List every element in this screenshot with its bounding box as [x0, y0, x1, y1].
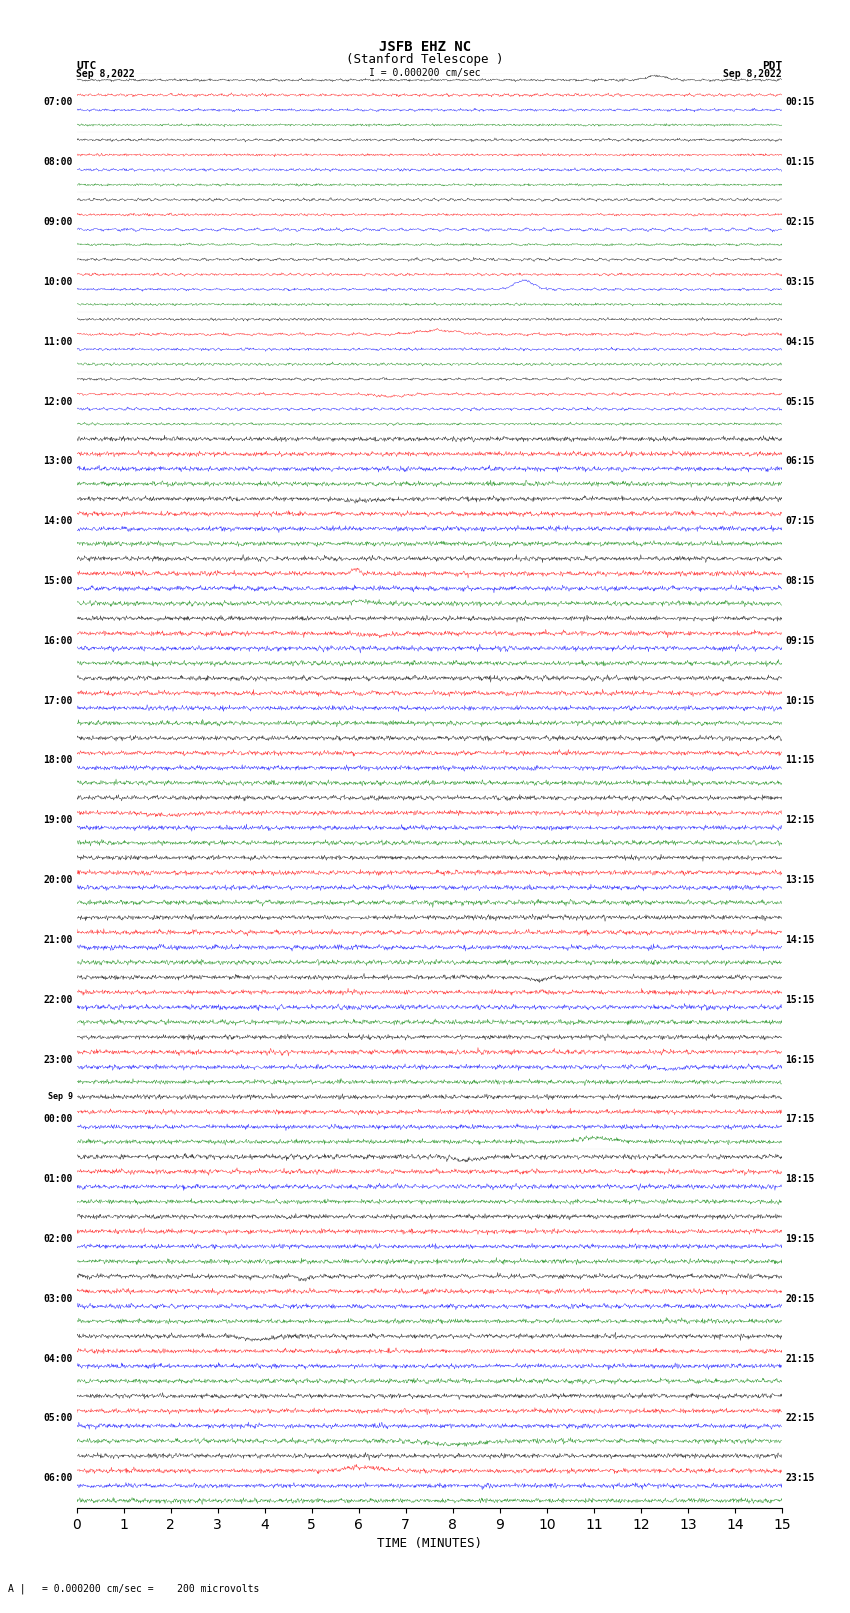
Text: 06:15: 06:15 — [785, 456, 815, 466]
Text: 13:15: 13:15 — [785, 876, 815, 886]
Text: 04:15: 04:15 — [785, 337, 815, 347]
Text: 19:15: 19:15 — [785, 1234, 815, 1244]
Text: 09:00: 09:00 — [43, 218, 72, 227]
Text: 21:15: 21:15 — [785, 1353, 815, 1363]
Text: 02:15: 02:15 — [785, 218, 815, 227]
Text: 01:00: 01:00 — [43, 1174, 72, 1184]
Text: 09:15: 09:15 — [785, 636, 815, 645]
Text: 10:15: 10:15 — [785, 695, 815, 705]
Text: 03:15: 03:15 — [785, 277, 815, 287]
Text: Sep 9: Sep 9 — [48, 1092, 72, 1102]
Text: 14:15: 14:15 — [785, 936, 815, 945]
Text: 12:00: 12:00 — [43, 397, 72, 406]
Text: 15:00: 15:00 — [43, 576, 72, 586]
Text: 17:00: 17:00 — [43, 695, 72, 705]
Text: JSFB EHZ NC: JSFB EHZ NC — [379, 40, 471, 55]
Text: 17:15: 17:15 — [785, 1115, 815, 1124]
Text: 16:15: 16:15 — [785, 1055, 815, 1065]
Text: 20:00: 20:00 — [43, 876, 72, 886]
Text: 18:15: 18:15 — [785, 1174, 815, 1184]
Text: 02:00: 02:00 — [43, 1234, 72, 1244]
Text: PDT: PDT — [762, 61, 782, 71]
Text: 12:15: 12:15 — [785, 815, 815, 826]
Text: 11:00: 11:00 — [43, 337, 72, 347]
Text: 07:00: 07:00 — [43, 97, 72, 108]
Text: 00:00: 00:00 — [43, 1115, 72, 1124]
Text: 19:00: 19:00 — [43, 815, 72, 826]
Text: 15:15: 15:15 — [785, 995, 815, 1005]
Text: 04:00: 04:00 — [43, 1353, 72, 1363]
Text: 13:00: 13:00 — [43, 456, 72, 466]
Text: 05:15: 05:15 — [785, 397, 815, 406]
Text: 03:00: 03:00 — [43, 1294, 72, 1303]
Text: 20:15: 20:15 — [785, 1294, 815, 1303]
Text: Sep 8,2022: Sep 8,2022 — [723, 69, 782, 79]
Text: 08:15: 08:15 — [785, 576, 815, 586]
Text: 16:00: 16:00 — [43, 636, 72, 645]
Text: 05:00: 05:00 — [43, 1413, 72, 1423]
Text: 10:00: 10:00 — [43, 277, 72, 287]
Text: 11:15: 11:15 — [785, 755, 815, 766]
Text: (Stanford Telescope ): (Stanford Telescope ) — [346, 53, 504, 66]
Text: 21:00: 21:00 — [43, 936, 72, 945]
Text: 06:00: 06:00 — [43, 1473, 72, 1484]
Text: I = 0.000200 cm/sec: I = 0.000200 cm/sec — [369, 68, 481, 77]
Text: 23:00: 23:00 — [43, 1055, 72, 1065]
Text: UTC: UTC — [76, 61, 97, 71]
Text: Sep 8,2022: Sep 8,2022 — [76, 69, 135, 79]
X-axis label: TIME (MINUTES): TIME (MINUTES) — [377, 1537, 482, 1550]
Text: 01:15: 01:15 — [785, 158, 815, 168]
Text: 22:00: 22:00 — [43, 995, 72, 1005]
Text: 14:00: 14:00 — [43, 516, 72, 526]
Text: 00:15: 00:15 — [785, 97, 815, 108]
Text: 07:15: 07:15 — [785, 516, 815, 526]
Text: = 0.000200 cm/sec =    200 microvolts: = 0.000200 cm/sec = 200 microvolts — [42, 1584, 260, 1594]
Text: 18:00: 18:00 — [43, 755, 72, 766]
Text: 23:15: 23:15 — [785, 1473, 815, 1484]
Text: 08:00: 08:00 — [43, 158, 72, 168]
Text: 22:15: 22:15 — [785, 1413, 815, 1423]
Text: A |: A | — [8, 1582, 26, 1594]
